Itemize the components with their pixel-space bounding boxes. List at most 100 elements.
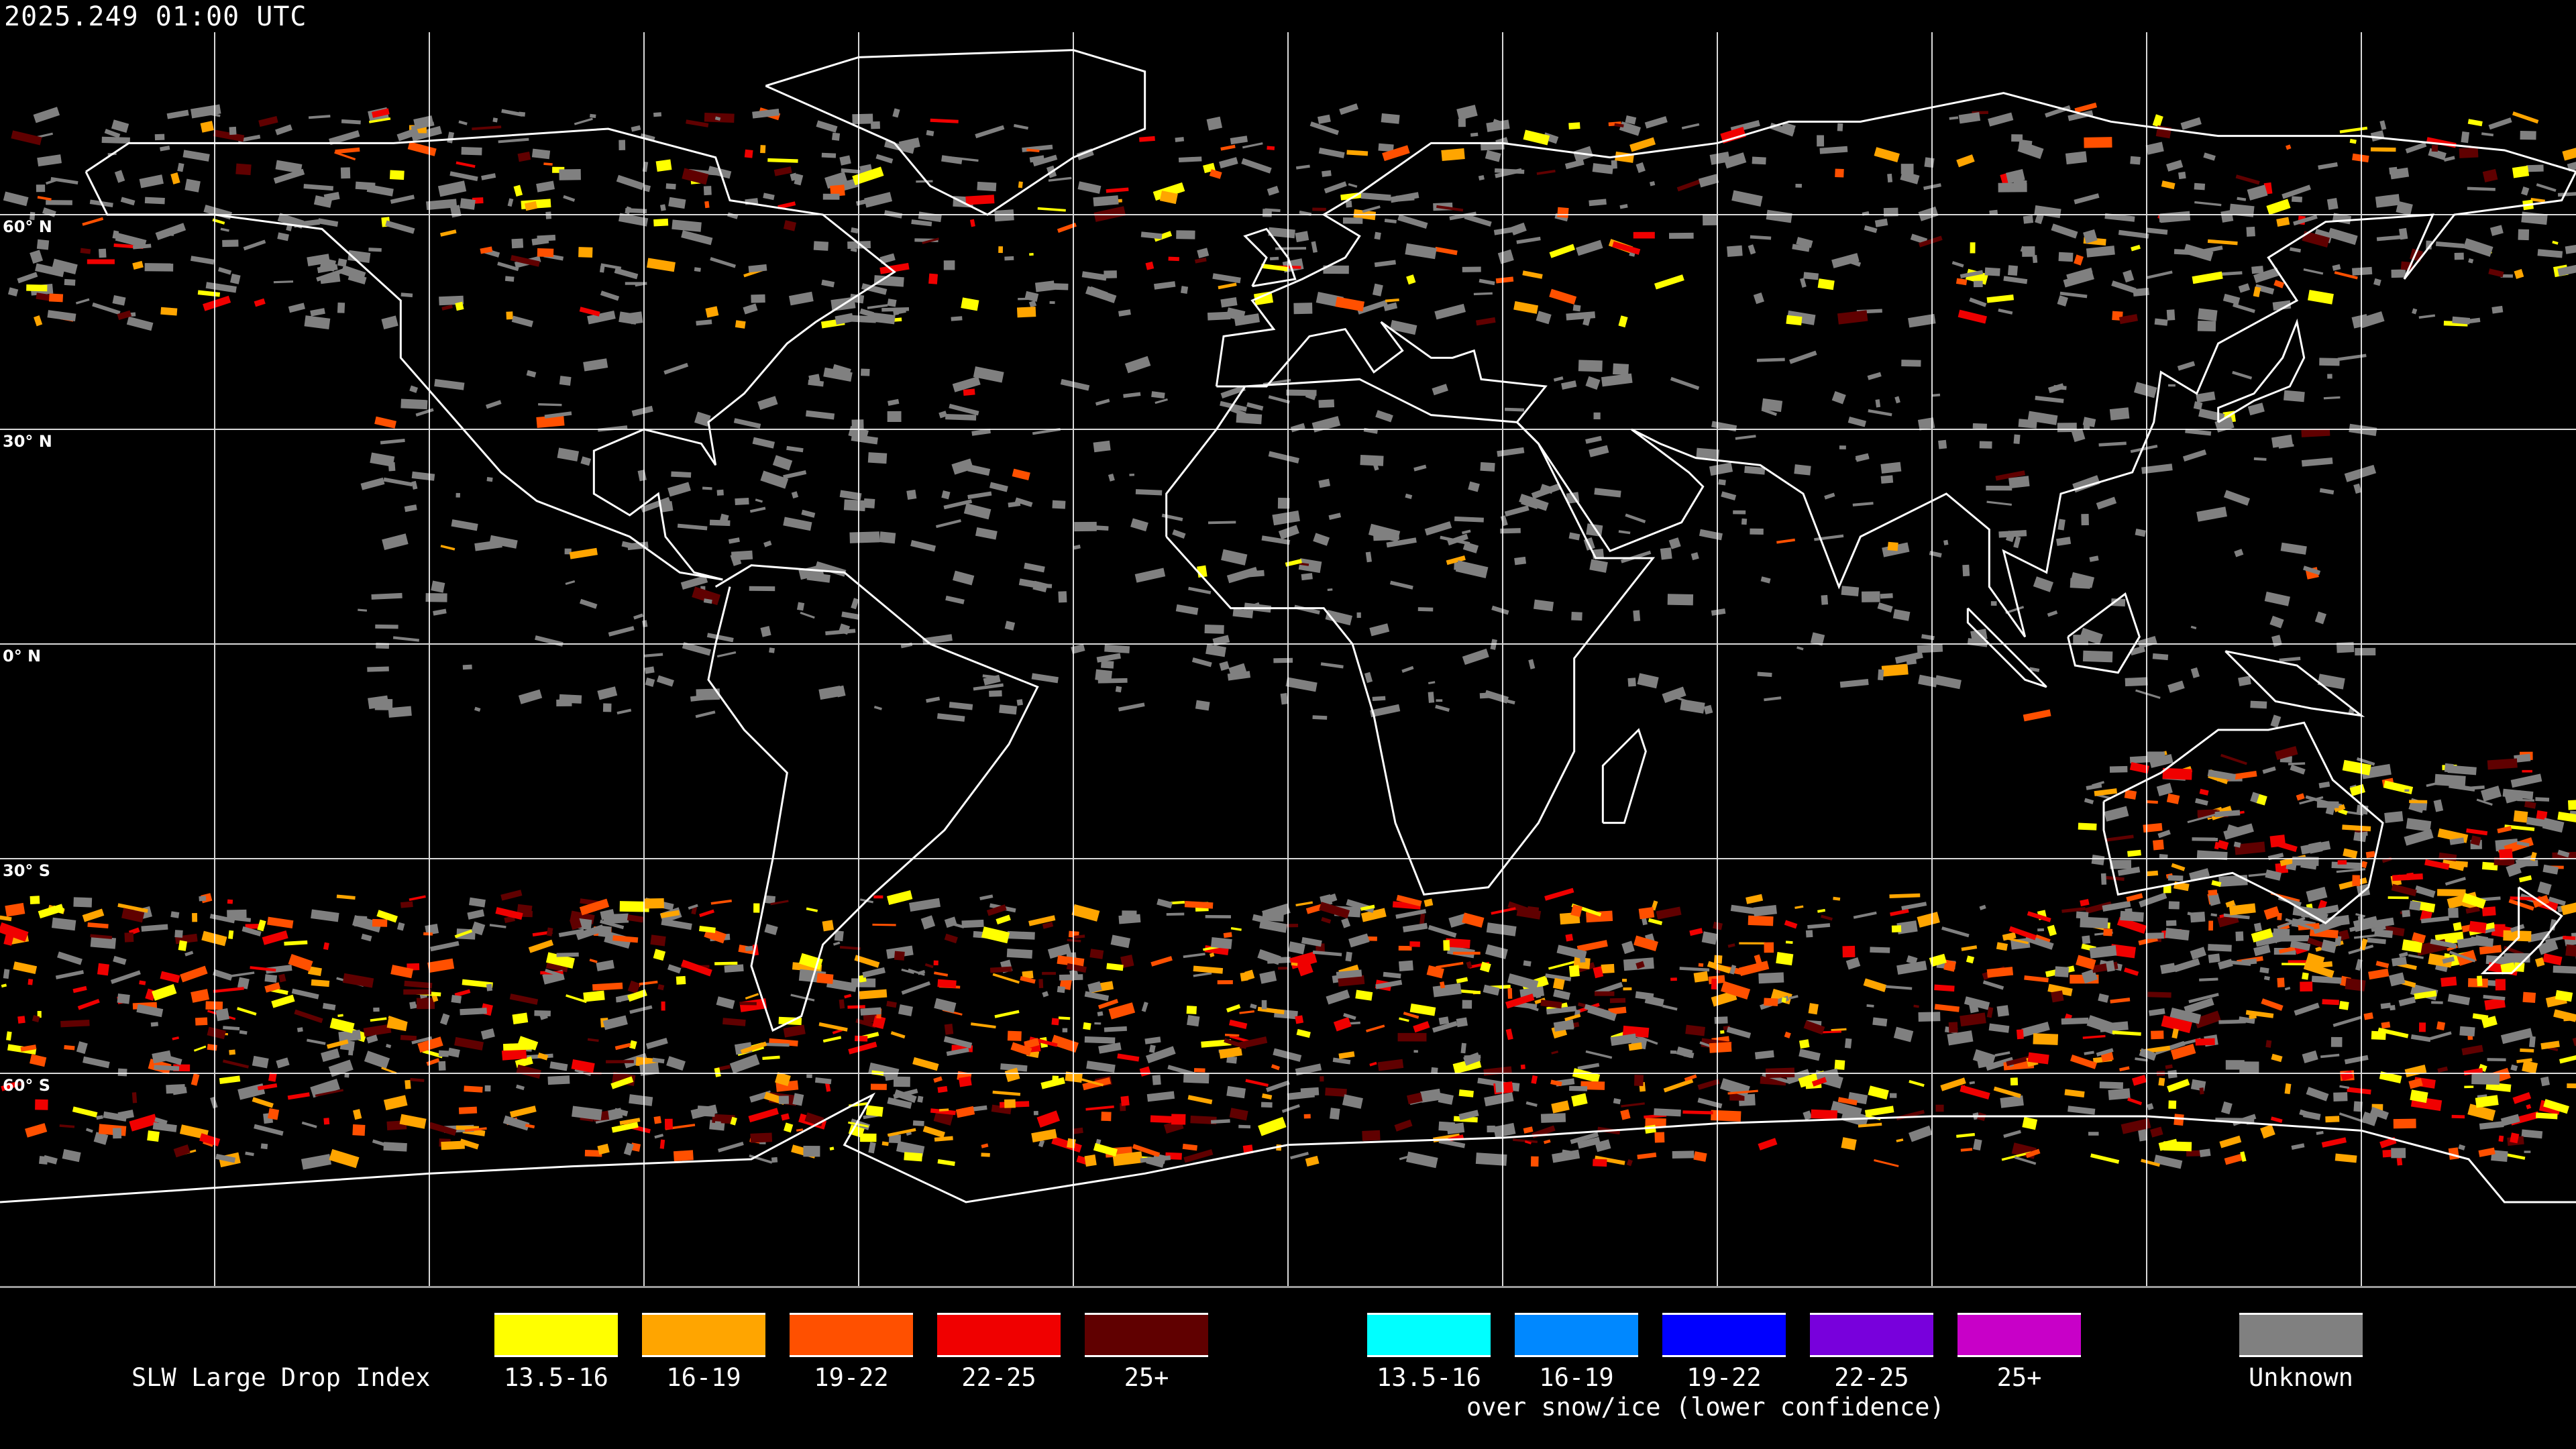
cloud-pixel [1012, 468, 1030, 481]
cloud-pixel [1986, 967, 2014, 978]
cloud-pixel [1548, 960, 1576, 970]
cloud-pixel [590, 113, 596, 119]
cloud-pixel [1874, 1159, 1899, 1167]
cloud-pixel [2398, 996, 2416, 1007]
cloud-pixel [889, 1134, 902, 1144]
cloud-pixel [1167, 1065, 1195, 1077]
cloud-pixel [1540, 484, 1554, 494]
cloud-pixel [2375, 961, 2390, 969]
cloud-pixel [2251, 928, 2273, 943]
cloud-pixel [1405, 243, 1437, 260]
cloud-pixel [851, 598, 859, 610]
cloud-pixel [497, 262, 519, 272]
cloud-pixel [117, 1110, 134, 1120]
cloud-pixel [1654, 1108, 1681, 1117]
cloud-pixel [1241, 158, 1272, 174]
cloud-pixel [1540, 1113, 1566, 1123]
cloud-pixel [894, 951, 905, 961]
cloud-pixel [944, 933, 958, 944]
cloud-pixel [2457, 861, 2468, 867]
cloud-pixel [981, 926, 1010, 944]
cloud-pixel [2557, 849, 2570, 858]
cloud-pixel [600, 290, 620, 301]
cloud-pixel [739, 1002, 757, 1006]
cloud-pixel [859, 1133, 877, 1142]
cloud-pixel [411, 480, 418, 490]
cloud-pixel [922, 634, 953, 645]
cloud-pixel [1375, 979, 1403, 989]
cloud-pixel [2081, 514, 2089, 526]
cloud-pixel [336, 894, 356, 900]
cloud-pixel [17, 1016, 25, 1024]
cloud-pixel [688, 904, 698, 910]
cloud-pixel [1175, 137, 1185, 142]
cloud-pixel [851, 419, 864, 431]
cloud-pixel [440, 229, 457, 237]
cloud-pixel [1522, 270, 1543, 279]
cloud-pixel [822, 193, 840, 200]
coastline-layer [0, 49, 2576, 1203]
cloud-pixel [2159, 853, 2168, 859]
cloud-pixel [989, 482, 1008, 492]
cloud-pixel [572, 1106, 602, 1121]
cloud-pixel [1098, 1042, 1122, 1054]
cloud-pixel [323, 1118, 330, 1125]
cloud-pixel [1821, 914, 1833, 921]
cloud-pixel [317, 264, 338, 274]
cloud-pixel [2301, 428, 2330, 437]
cloud-pixel [1546, 1006, 1577, 1015]
cloud-pixel [1949, 116, 1959, 120]
cloud-pixel [657, 983, 665, 991]
cloud-pixel [580, 456, 592, 466]
cloud-pixel [1796, 646, 1804, 651]
cloud-pixel [2520, 1048, 2534, 1053]
cloud-pixel [1758, 972, 1784, 984]
cloud-pixel [695, 710, 716, 718]
cloud-pixel [229, 1049, 236, 1055]
cloud-pixel [1272, 511, 1300, 526]
cloud-pixel [606, 1060, 634, 1064]
cloud-pixel [1523, 129, 1550, 146]
cloud-pixel [1018, 181, 1023, 189]
cloud-pixel [1073, 934, 1085, 939]
cloud-pixel [2130, 156, 2141, 165]
cloud-pixel [1516, 236, 1541, 244]
cloud-pixel [368, 695, 389, 710]
cloud-pixel [1261, 1000, 1267, 1010]
cloud-pixel [252, 1055, 269, 1069]
cloud-pixel [1572, 305, 1581, 312]
cloud-pixel [2349, 138, 2357, 144]
cloud-pixel [1885, 985, 1913, 990]
cloud-pixel [537, 248, 554, 258]
cloud-pixel [1817, 278, 1835, 290]
cloud-pixel [2166, 793, 2180, 804]
cloud-pixel [1485, 150, 1501, 162]
cloud-pixel [784, 1122, 794, 1133]
cloud-pixel [875, 154, 894, 164]
cloud-pixel [1389, 580, 1413, 590]
cloud-pixel [1355, 989, 1373, 1001]
cloud-pixel [574, 117, 593, 125]
cloud-pixel [973, 366, 1004, 383]
cloud-pixel [2542, 953, 2563, 966]
cloud-pixel [1438, 1138, 1466, 1148]
cloud-pixel [2508, 898, 2534, 911]
cloud-pixel [2526, 1104, 2532, 1110]
cloud-pixel [1362, 1130, 1381, 1141]
cloud-pixel [2353, 832, 2367, 843]
cloud-pixel [11, 130, 42, 146]
cloud-pixel [1112, 1151, 1143, 1167]
cloud-pixel [1101, 660, 1114, 669]
cloud-pixel [42, 207, 56, 217]
cloud-pixel [2390, 1005, 2396, 1011]
cloud-pixel [2123, 270, 2135, 283]
cloud-pixel [2247, 184, 2268, 201]
cloud-pixel [2317, 674, 2345, 690]
cloud-pixel [1483, 1066, 1512, 1076]
cloud-pixel [2190, 625, 2197, 630]
cloud-pixel [2548, 896, 2566, 906]
cloud-pixel [2524, 801, 2536, 809]
cloud-pixel [1781, 997, 1786, 1003]
cloud-pixel [173, 1144, 191, 1158]
cloud-pixel [1236, 413, 1263, 425]
